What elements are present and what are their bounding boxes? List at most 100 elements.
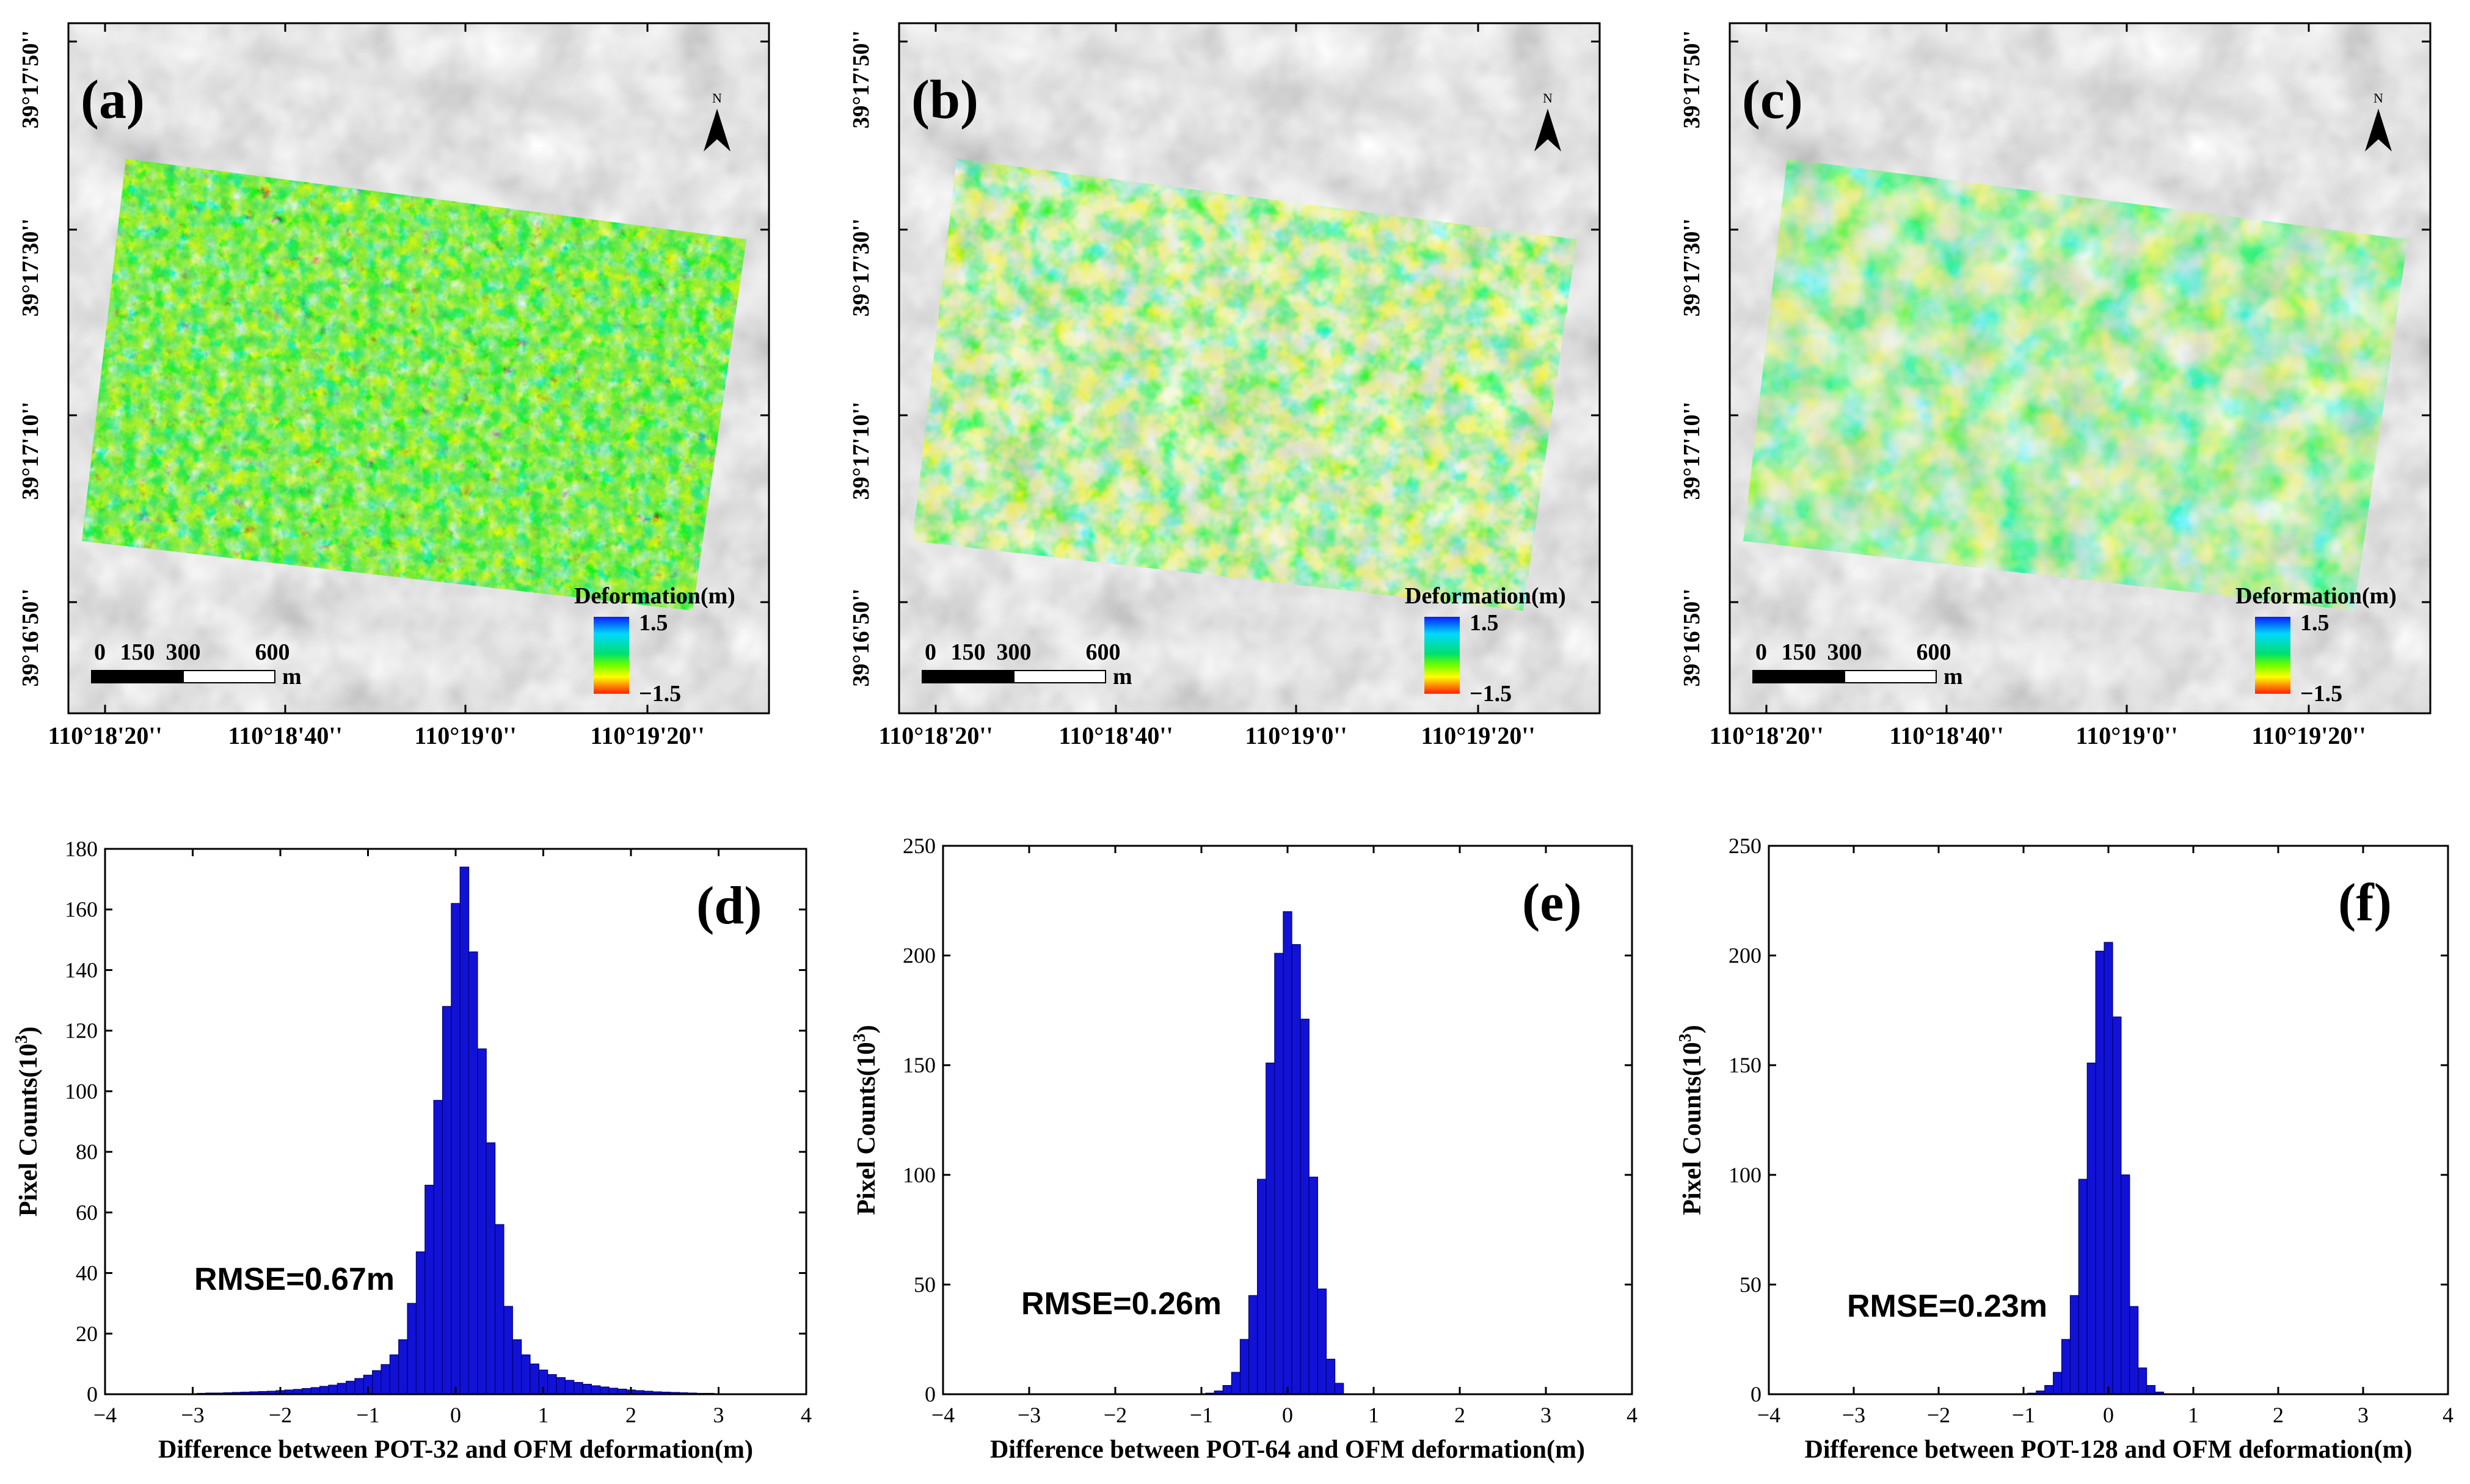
scale-unit: m: [1944, 664, 1963, 689]
y-tick-label: 140: [65, 958, 98, 982]
rmse-annotation: RMSE=0.67m: [194, 1262, 395, 1297]
x-tick-label: 2: [1454, 1403, 1465, 1427]
histogram-bar: [486, 1142, 496, 1395]
y-axis-label: Pixel Counts(103): [1676, 1025, 1707, 1215]
scale-label: 0: [1755, 639, 1767, 665]
histogram-bar: [468, 951, 478, 1395]
y-axis-label-sup: 3: [1676, 1033, 1695, 1042]
scale-label: 600: [1917, 639, 1951, 665]
y-tick-label: 20: [76, 1322, 98, 1346]
histogram-bar: [337, 1383, 347, 1395]
lon-tick-label: 110°19'20'': [1421, 722, 1535, 749]
lon-tick-label: 110°18'40'': [1058, 722, 1173, 749]
x-tick-label: 4: [1627, 1403, 1638, 1427]
x-tick-label: 0: [1282, 1403, 1293, 1427]
legend-colorbar: [2255, 617, 2290, 694]
lon-tick-label: 110°18'20'': [48, 722, 162, 749]
panel-label: (a): [81, 70, 145, 130]
histogram-bar: [1257, 1179, 1267, 1395]
scale-unit: m: [282, 664, 302, 689]
rmse-annotation: RMSE=0.23m: [1847, 1289, 2047, 1324]
lat-tick-label: 39°17'30'': [18, 219, 43, 317]
histogram-bar: [2121, 1174, 2130, 1395]
y-tick-label: 50: [1740, 1272, 1761, 1297]
x-tick-label: −2: [1104, 1403, 1127, 1427]
histogram-bar: [2061, 1339, 2071, 1395]
scale-bar-dark: [922, 670, 1015, 683]
histogram-bar: [407, 1303, 417, 1395]
map-panel-a: (a) N 39°17'50'' 39°17'30'' 39°17'10'' 39°16'…: [18, 22, 770, 749]
y-axis-label-main: Pixel Counts(10: [15, 1044, 43, 1217]
legend-title: Deformation(m): [1405, 583, 1566, 609]
histogram-bar: [459, 867, 470, 1395]
x-tick-label: −1: [2012, 1403, 2035, 1427]
histogram-bar: [547, 1374, 557, 1395]
x-tick-label: −3: [1018, 1403, 1041, 1427]
lat-tick-label: 39°17'10'': [18, 402, 43, 500]
lon-tick-label: 110°18'20'': [878, 722, 993, 749]
histogram-bar: [1248, 1295, 1258, 1395]
legend-title: Deformation(m): [2235, 583, 2397, 609]
deformation-texture: [913, 159, 1577, 611]
histogram-bar: [2129, 1306, 2139, 1395]
scale-label: 150: [951, 639, 986, 665]
panel-label: (b): [911, 70, 978, 130]
y-tick-label: 250: [1729, 834, 1761, 858]
y-tick-label: 0: [87, 1382, 98, 1406]
y-tick-label: 120: [65, 1019, 98, 1043]
x-tick-label: 1: [538, 1403, 549, 1427]
histogram-bar: [2112, 1016, 2122, 1395]
north-letter: N: [712, 90, 722, 106]
histogram-bar: [556, 1377, 566, 1395]
y-tick-label: 180: [65, 837, 98, 861]
panel-label: (c): [1742, 70, 1803, 130]
histogram-bar: [389, 1354, 399, 1395]
histogram-bar: [346, 1381, 355, 1395]
rmse-annotation: RMSE=0.26m: [1021, 1286, 1222, 1322]
y-tick-label: 50: [914, 1272, 936, 1297]
histogram-bar: [1239, 1339, 1250, 1395]
y-tick-label: 250: [903, 834, 936, 858]
lon-tick-label: 110°19'20'': [2251, 722, 2366, 749]
y-axis-label-sup: 3: [850, 1033, 869, 1042]
y-tick-label: 0: [925, 1382, 936, 1406]
scale-label: 300: [1827, 639, 1862, 665]
histogram-bar: [2086, 1063, 2096, 1395]
legend-max: 1.5: [2300, 610, 2330, 636]
legend-min: −1.5: [1470, 681, 1512, 707]
lon-tick-label: 110°18'20'': [1709, 722, 1823, 749]
scale-unit: m: [1113, 664, 1132, 689]
x-tick-label: −1: [1190, 1403, 1213, 1427]
histogram-bar: [2078, 1179, 2088, 1395]
y-tick-label: 80: [76, 1140, 98, 1164]
x-tick-label: −2: [1927, 1403, 1950, 1427]
lon-tick-label: 110°19'0'': [414, 722, 516, 749]
x-tick-label: −1: [356, 1403, 379, 1427]
legend-colorbar: [1424, 617, 1460, 694]
y-tick-label: 150: [903, 1053, 936, 1077]
histogram-bar: [574, 1382, 583, 1395]
x-tick-label: −4: [1757, 1403, 1780, 1427]
legend-max: 1.5: [1470, 610, 1499, 636]
histogram-bar: [512, 1339, 522, 1395]
x-tick-label: 1: [1368, 1403, 1379, 1427]
x-tick-label: 0: [2103, 1403, 2114, 1427]
legend-min: −1.5: [639, 681, 681, 707]
y-tick-label: 160: [65, 897, 98, 922]
histogram-bar: [415, 1251, 426, 1395]
scale-bar-light: [1844, 670, 1937, 683]
y-axis-label: Pixel Counts(103): [850, 1025, 881, 1215]
panel-label: (e): [1522, 873, 1582, 933]
histogram-bar: [424, 1185, 434, 1395]
histogram-bar: [2069, 1295, 2079, 1395]
scale-bar-dark: [91, 670, 184, 683]
lon-tick-label: 110°18'40'': [228, 722, 342, 749]
histogram-bar: [433, 1100, 443, 1395]
histogram-bar: [319, 1386, 329, 1395]
scale-label: 300: [166, 639, 201, 665]
scale-label: 0: [925, 639, 936, 665]
histogram-bar: [2044, 1385, 2054, 1395]
lat-tick-label: 39°17'50'': [848, 31, 874, 129]
histogram-bar: [2053, 1372, 2063, 1395]
map-panel-c: (c) N 39°17'50'' 39°17'30'' 39°17'10'' 39°16'…: [1679, 22, 2432, 749]
